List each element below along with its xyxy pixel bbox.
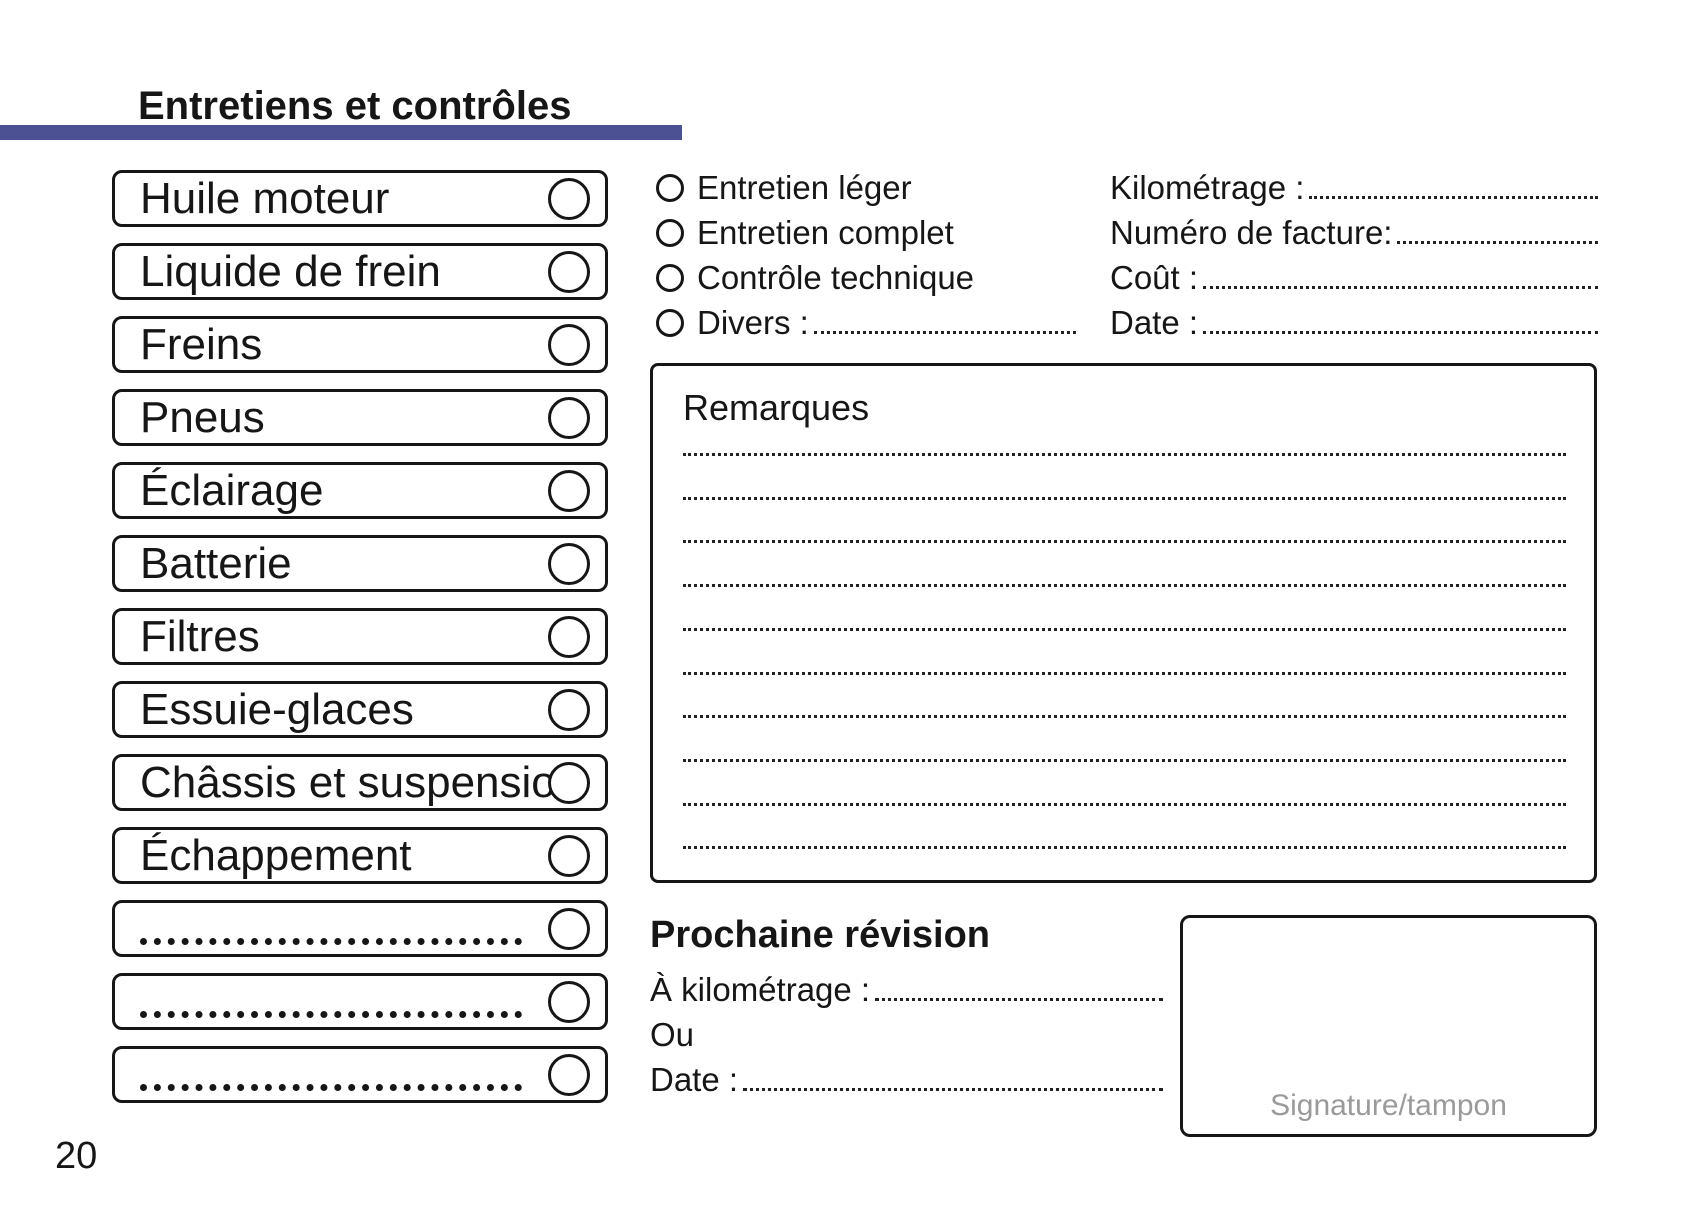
remarks-title: Remarques [683, 387, 870, 428]
divers-write-in-line[interactable] [813, 331, 1076, 334]
next-revision-km-row: À kilométrage : [650, 967, 1163, 1012]
remark-write-in-line[interactable] [683, 540, 1566, 544]
radio-bubble[interactable] [656, 308, 684, 337]
radio-bubble[interactable] [656, 218, 684, 247]
next-revision-section: Prochaine révision À kilométrage : Ou Da… [650, 914, 1163, 1102]
invoice-field-write-in-line[interactable] [1203, 331, 1598, 334]
checklist-item: Éclairage [112, 462, 608, 519]
service-type-rows: Entretien léger Entretien complet Contrôle… [656, 165, 1076, 300]
remarks-box: Remarques [650, 363, 1597, 883]
divers-row-inner: Divers : [697, 300, 1076, 345]
check-bubble[interactable] [548, 250, 590, 293]
checklist-blank-write-in-line[interactable] [140, 1011, 522, 1018]
checklist-blank-write-in-line[interactable] [140, 938, 522, 945]
check-bubble[interactable] [548, 396, 590, 439]
check-bubble[interactable] [548, 177, 590, 220]
check-bubble[interactable] [548, 542, 590, 585]
checklist-item: Châssis et suspension [112, 754, 608, 811]
next-revision-title: Prochaine révision [650, 914, 991, 956]
service-type-option-label: Entretien complet [697, 214, 954, 251]
service-type-option-divers: Divers : [656, 300, 1076, 345]
invoice-field-row: Kilométrage : [1110, 165, 1598, 210]
remark-write-in-line[interactable] [683, 846, 1566, 850]
check-bubble[interactable] [548, 615, 590, 658]
invoice-field-row: Numéro de facture: [1110, 210, 1598, 255]
checklist-item-label: Pneus [140, 392, 265, 442]
next-revision-date-label: Date : [650, 1060, 739, 1098]
next-revision-or-label: Ou [650, 1015, 695, 1053]
check-bubble[interactable] [548, 1053, 590, 1096]
invoice-field-write-in-line[interactable] [1397, 241, 1598, 244]
remark-write-in-line[interactable] [683, 584, 1566, 588]
next-revision-km-write-in-line[interactable] [875, 997, 1163, 1001]
next-revision-date-row: Date : [650, 1057, 1163, 1102]
remark-write-in-line[interactable] [683, 627, 1566, 631]
checklist-item: Pneus [112, 389, 608, 446]
check-bubble[interactable] [548, 761, 590, 804]
radio-bubble[interactable] [656, 173, 684, 202]
checklist-item: Huile moteur [112, 170, 608, 227]
radio-bubble[interactable] [656, 263, 684, 292]
checklist-item-label: Essuie-glaces [140, 684, 414, 734]
next-revision-date-write-in-line[interactable] [743, 1087, 1163, 1091]
invoice-fields: Kilométrage : Numéro de facture: Coût : Dat… [1110, 165, 1598, 345]
checklist-item [112, 1046, 608, 1103]
invoice-field-label: Coût : [1110, 259, 1199, 296]
check-bubble[interactable] [548, 688, 590, 731]
remark-write-in-line[interactable] [683, 802, 1566, 806]
service-type-option-label: Contrôle technique [697, 259, 975, 296]
checklist-item-label: Châssis et suspension [140, 757, 581, 807]
service-type-group: Entretien léger Entretien complet Contrôle… [656, 165, 1076, 345]
invoice-field-row: Coût : [1110, 255, 1598, 300]
checklist-item [112, 973, 608, 1030]
check-bubble[interactable] [548, 907, 590, 950]
invoice-field-write-in-line[interactable] [1309, 196, 1598, 199]
checklist-blank-write-in-line[interactable] [140, 1084, 522, 1091]
check-bubble[interactable] [548, 980, 590, 1023]
checklist-item [112, 900, 608, 957]
remark-write-in-line[interactable] [683, 715, 1566, 719]
invoice-field-write-in-line[interactable] [1203, 286, 1598, 289]
next-revision-km-label: À kilométrage : [650, 970, 871, 1008]
signature-area[interactable]: Signature/tampon [1180, 915, 1597, 1137]
checklist-item: Liquide de frein [112, 243, 608, 300]
checklist-item-label: Huile moteur [140, 173, 390, 223]
remark-write-in-line[interactable] [683, 671, 1566, 675]
checklist-item-label: Échappement [140, 830, 412, 880]
invoice-field-label: Numéro de facture: [1110, 214, 1393, 251]
checklist-item-label: Filtres [140, 611, 260, 661]
page-number: 20 [55, 1135, 98, 1177]
check-bubble[interactable] [548, 469, 590, 512]
checklist-item: Freins [112, 316, 608, 373]
checklist-item-label: Liquide de frein [140, 246, 441, 296]
checklist-item: Échappement [112, 827, 608, 884]
service-type-option: Contrôle technique [656, 255, 1076, 300]
checklist-item: Batterie [112, 535, 608, 592]
check-bubble[interactable] [548, 834, 590, 877]
page-title: Entretiens et contrôles [138, 84, 572, 128]
divers-label: Divers : [697, 304, 809, 341]
remark-write-in-line[interactable] [683, 496, 1566, 500]
checklist-item-label: Batterie [140, 538, 292, 588]
invoice-field-label: Date : [1110, 304, 1199, 341]
checklist-item-label: Éclairage [140, 465, 324, 515]
remark-write-in-line[interactable] [683, 758, 1566, 762]
service-type-option-label: Entretien léger [697, 169, 912, 206]
checklist-item: Essuie-glaces [112, 681, 608, 738]
next-revision-or-row: Ou [650, 1012, 1163, 1057]
service-type-option: Entretien léger [656, 165, 1076, 210]
remark-write-in-line[interactable] [683, 453, 1566, 456]
check-bubble[interactable] [548, 323, 590, 366]
signature-label: Signature/tampon [1270, 1089, 1507, 1122]
invoice-field-row: Date : [1110, 300, 1598, 345]
invoice-field-label: Kilométrage : [1110, 169, 1305, 206]
service-type-option: Entretien complet [656, 210, 1076, 255]
checklist-item-label: Freins [140, 319, 263, 369]
checklist-item: Filtres [112, 608, 608, 665]
maintenance-checklist: Huile moteur Liquide de frein Freins Pneus É… [112, 170, 608, 1103]
title-underline-bar [0, 125, 682, 140]
